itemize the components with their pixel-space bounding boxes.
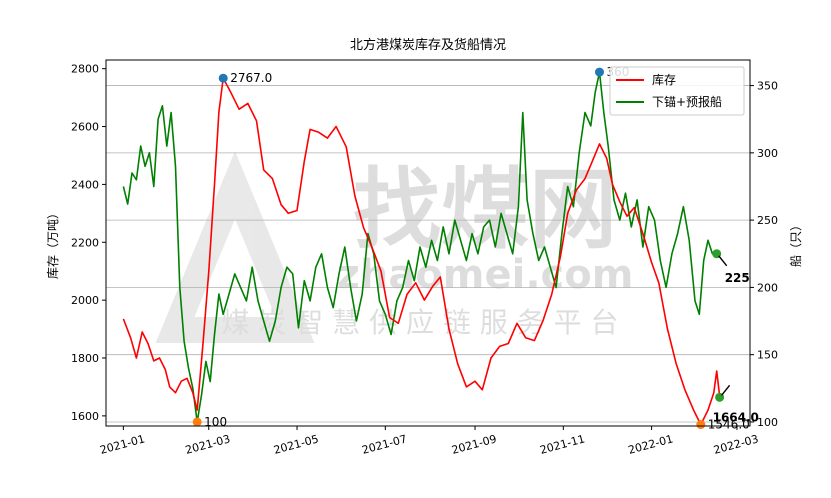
annotation-arrow xyxy=(718,255,728,267)
y2-tick-label: 200 xyxy=(757,281,778,294)
series-line-inventory xyxy=(122,77,721,426)
y-axis-left: 1600 1800 2000 2200 2400 2600 2800 xyxy=(71,63,106,423)
y-tick-label: 2200 xyxy=(71,236,99,249)
gridlines xyxy=(106,85,750,423)
annotation-marker xyxy=(218,73,228,83)
legend-label-inventory: 库存 xyxy=(652,72,676,87)
y-tick-label: 2000 xyxy=(71,294,99,307)
annotation-label: 225 xyxy=(725,271,750,285)
y-axis-left-label: 库存（万吨） xyxy=(45,207,60,279)
watermark-text: 找煤网 xyxy=(353,158,617,261)
annotation-label: 1664.0 xyxy=(713,410,759,424)
y2-tick-label: 300 xyxy=(757,147,778,160)
y-axis-right-label: 船（只） xyxy=(789,219,803,267)
annotation-marker xyxy=(696,420,706,430)
legend: 库存 下锚+预报船 xyxy=(609,66,745,116)
annotation-marker xyxy=(192,417,202,427)
y2-tick-label: 150 xyxy=(757,349,778,362)
y-tick-label: 2600 xyxy=(71,121,99,134)
annotation-arrow xyxy=(721,384,731,396)
watermark-sub: zhaomei.com xyxy=(337,252,634,298)
y2-tick-label: 250 xyxy=(757,214,778,227)
chart-title: 北方港煤炭库存及货船情况 xyxy=(350,37,506,53)
y-tick-label: 2800 xyxy=(71,63,99,76)
annotation-label: 100 xyxy=(204,415,227,429)
legend-label-ships: 下锚+预报船 xyxy=(652,94,722,109)
y2-tick-label: 350 xyxy=(757,80,778,93)
plot-frame xyxy=(105,59,751,427)
annotation-marker xyxy=(594,67,604,77)
y-axis-right: 100 150 200 250 300 350 xyxy=(750,80,778,429)
watermark: 找煤网 zhaomei.com 煤 炭 智 慧 供 应 链 服 务 平 台 xyxy=(155,150,634,343)
watermark-logo-icon xyxy=(155,150,315,343)
y-tick-label: 2400 xyxy=(71,178,99,191)
annotation-label: 1546.0 xyxy=(708,418,750,432)
series-layer xyxy=(122,71,721,426)
y-tick-label: 1800 xyxy=(71,352,99,365)
y-tick-label: 1600 xyxy=(71,410,99,423)
y2-tick-label: 100 xyxy=(757,416,778,429)
annotation-label: 2767.0 xyxy=(230,71,272,85)
watermark-tagline: 煤 炭 智 慧 供 应 链 服 务 平 台 xyxy=(221,306,618,339)
series-line-ships xyxy=(122,71,717,423)
